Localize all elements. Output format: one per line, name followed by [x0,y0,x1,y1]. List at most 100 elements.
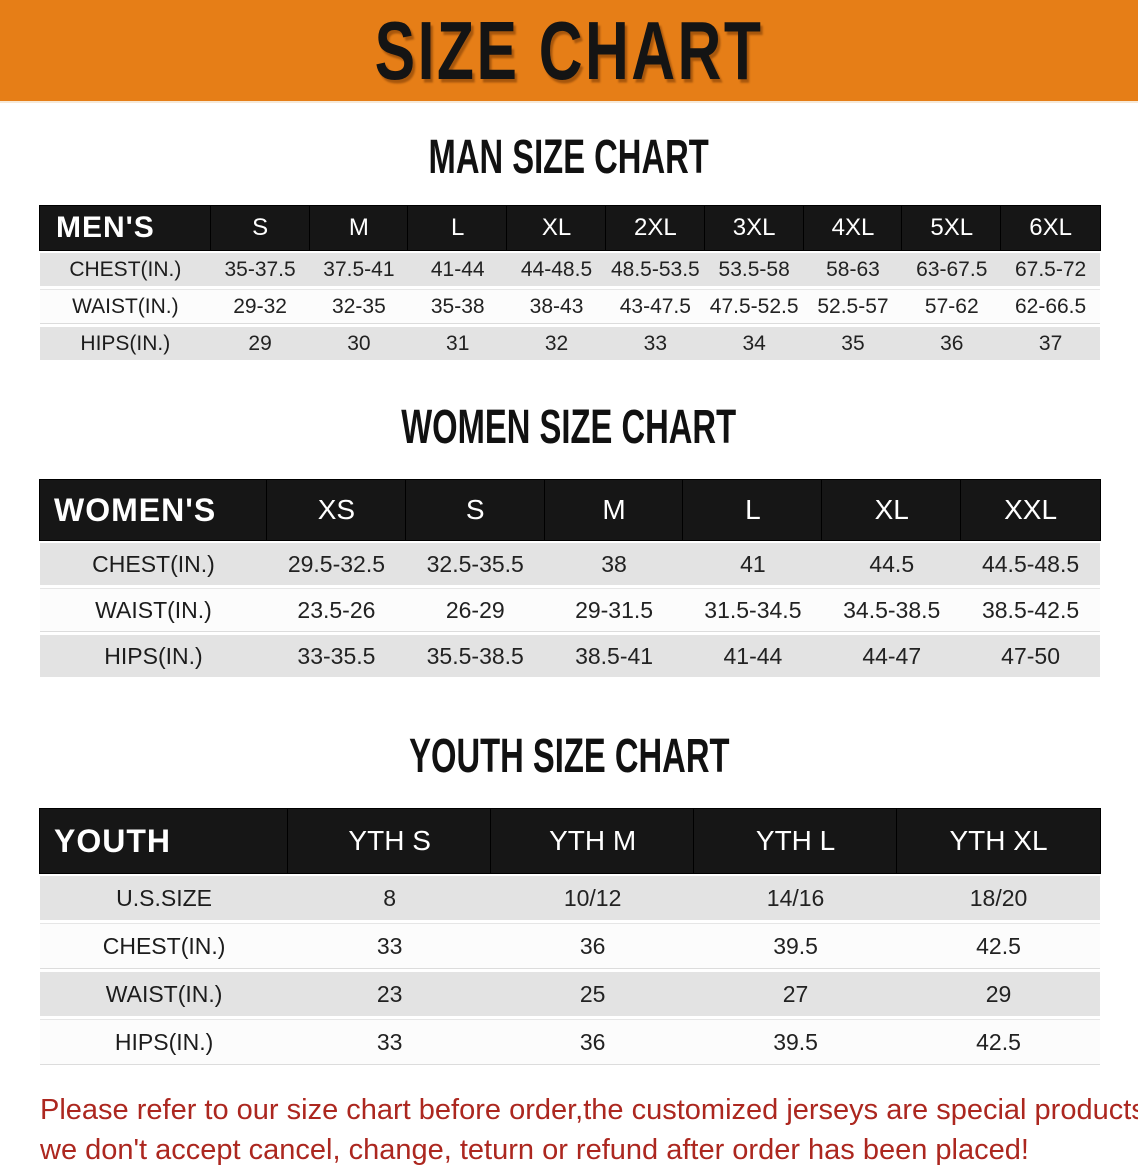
youth-size-table: YOUTH YTH S YTH M YTH L YTH XL U.S.SIZE 8 10/1… [40,806,1100,1068]
mens-column-header: M [309,206,409,250]
womens-size-table: WOMEN'S XS S M L XL XXL CHEST(IN.) 29.5-32.5 32.… [40,477,1100,680]
size-value: 52.5-57 [803,289,903,324]
mens-column-header: S [210,206,310,250]
size-value: 34 [742,331,766,355]
size-value: 31 [446,331,470,355]
youth-header-row: YOUTH YTH S YTH M YTH L YTH XL [40,809,1100,873]
mens-column-header: 3XL [704,206,804,250]
womens-column-header: S [405,480,545,540]
size-value: 35-38 [408,289,508,324]
mens-column-header: XL [507,206,606,250]
womens-size-section: WOMEN SIZE CHART WOMEN'S XS S M L XL XXL CHEST… [0,363,1138,680]
size-value: 44-47 [862,642,922,669]
size-value: 41-44 [430,257,485,281]
row-label: HIPS(IN.) [40,1019,289,1065]
size-value: 35 [841,331,865,355]
size-value: 63-67.5 [916,257,988,281]
womens-column-header: XS [267,480,406,540]
row-label: WAIST(IN.) [40,588,267,632]
row-label: HIPS(IN.) [104,642,203,669]
size-value: 42.5 [897,923,1100,969]
mens-column-header: L [408,206,508,250]
mens-column-header: 4XL [803,206,903,250]
size-value: 48.5-53.5 [610,257,700,281]
mens-column-header: 5XL [902,206,1002,250]
size-value: 58-63 [826,257,880,281]
size-value: 14/16 [766,884,825,911]
row-label: U.S.SIZE [116,884,213,911]
table-row: CHEST(IN.) 29.5-32.5 32.5-35.5 38 41 44.5 44.5… [40,543,1100,585]
size-value: 38 [601,550,627,577]
mens-corner-label: MEN'S [40,206,211,250]
size-value: 47.5-52.5 [704,289,804,324]
row-label: HIPS(IN.) [80,331,171,355]
size-value: 53.5-58 [718,257,790,281]
size-value: 18/20 [969,884,1028,911]
womens-column-header: XXL [961,480,1100,540]
size-value: 33 [643,331,668,355]
womens-table-wrap: WOMEN'S XS S M L XL XXL CHEST(IN.) 29.5-32.5 32.… [0,477,1138,680]
size-value: 25 [579,980,606,1007]
size-value: 29 [985,980,1012,1007]
table-row: HIPS(IN.) 29 30 31 32 33 34 35 36 37 [40,327,1100,360]
womens-header-row: WOMEN'S XS S M L XL XXL [40,480,1100,540]
size-value: 33 [288,1019,492,1065]
youth-corner-label: YOUTH [40,809,289,873]
youth-column-header: YTH S [288,809,492,873]
mens-size-section: MAN SIZE CHART MEN'S S M L XL 2XL 3XL 4XL 5XL 6XL… [0,103,1138,363]
youth-column-header: YTH XL [897,809,1100,873]
youth-column-header: YTH M [491,809,695,873]
womens-column-header: XL [822,480,962,540]
size-value: 8 [383,884,397,911]
size-value: 38-43 [507,289,606,324]
size-value: 36 [491,923,695,969]
size-value: 67.5-72 [1014,257,1087,281]
size-value: 39.5 [694,1019,898,1065]
womens-column-header: L [683,480,823,540]
size-value: 35-37.5 [224,257,296,281]
size-value: 47-50 [1001,642,1060,669]
size-value: 62-66.5 [1001,289,1100,324]
size-value: 41-44 [723,642,783,669]
mens-header-row: MEN'S S M L XL 2XL 3XL 4XL 5XL 6XL [40,206,1100,250]
womens-chart-heading: WOMEN SIZE CHART [401,399,737,454]
table-row: CHEST(IN.) 33 36 39.5 42.5 [40,923,1100,969]
table-row: WAIST(IN.) 29-32 32-35 35-38 38-43 43-47.5 47.… [40,289,1100,324]
size-value: 41 [740,550,766,577]
size-value: 10/12 [563,884,622,911]
size-chart-banner: SIZE CHART [0,0,1138,103]
mens-column-header: 6XL [1001,206,1100,250]
row-label: CHEST(IN.) [40,923,289,969]
order-policy-note-line2: we don't accept cancel, change, teturn o… [40,1134,1029,1166]
youth-column-header: YTH L [694,809,898,873]
table-row: HIPS(IN.) 33 36 39.5 42.5 [40,1019,1100,1065]
mens-size-table: MEN'S S M L XL 2XL 3XL 4XL 5XL 6XL CHEST(IN.) 35-3… [40,203,1100,363]
size-value: 35.5-38.5 [426,642,524,669]
table-row: U.S.SIZE 8 10/12 14/16 18/20 [40,876,1100,920]
size-value: 31.5-34.5 [683,588,823,632]
womens-column-header: M [544,480,684,540]
size-value: 27 [782,980,809,1007]
womens-corner-label: WOMEN'S [40,480,267,540]
size-value: 37 [1038,331,1063,355]
banner-title: SIZE CHART [374,4,764,97]
size-value: 29-32 [210,289,310,324]
size-value: 37.5-41 [323,257,395,281]
size-value: 33-35.5 [297,642,376,669]
size-value: 34.5-38.5 [822,588,962,632]
table-row: HIPS(IN.) 33-35.5 35.5-38.5 38.5-41 41-44 44-… [40,635,1100,677]
table-row: WAIST(IN.) 23 25 27 29 [40,972,1100,1016]
order-policy-note-line1: Please refer to our size chart before or… [40,1094,1138,1126]
mens-chart-heading: MAN SIZE CHART [428,129,710,184]
size-value: 43-47.5 [605,289,705,324]
size-value: 29-31.5 [544,588,684,632]
row-label: CHEST(IN.) [92,550,215,577]
size-value: 29.5-32.5 [287,550,386,577]
size-value: 32.5-35.5 [426,550,524,577]
size-value: 23 [376,980,403,1007]
size-value: 33 [288,923,492,969]
size-value: 42.5 [897,1019,1100,1065]
youth-size-section: YOUTH SIZE CHART YOUTH YTH S YTH M YTH L YTH… [0,680,1138,1068]
size-value: 38.5-42.5 [961,588,1100,632]
order-policy-note: Please refer to our size chart before or… [40,1090,1138,1170]
